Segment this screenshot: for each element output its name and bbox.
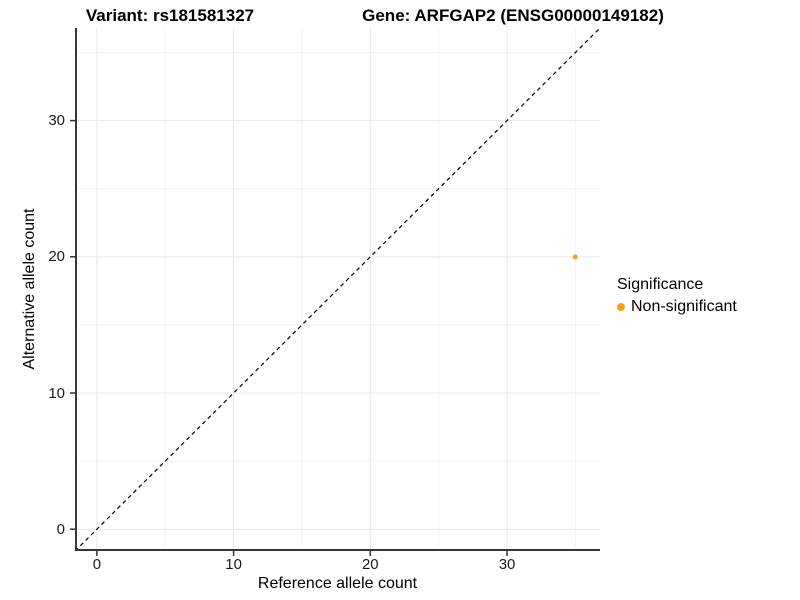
x-axis-title: Reference allele count [257, 575, 418, 592]
x-tick-label: 30 [498, 556, 516, 573]
legend-title: Significance [617, 276, 704, 293]
legend-item-non-significant: Non-significant [617, 297, 737, 316]
legend-item-label: Non-significant [631, 298, 737, 315]
identity-line [74, 28, 600, 552]
legend-key-dot-icon [617, 302, 625, 311]
y-tick-label: 10 [48, 384, 65, 402]
data-point [572, 254, 578, 260]
x-tick-label: 20 [361, 556, 379, 573]
plot-panel [70, 28, 600, 556]
x-tick-label: 0 [92, 556, 102, 573]
y-tick-label: 0 [56, 520, 65, 538]
plot-title-gene: Gene: ARFGAP2 (ENSG00000149182) [362, 6, 664, 25]
y-axis-title: Alternative allele count [21, 208, 38, 370]
y-tick-label: 20 [48, 248, 65, 266]
plot-title-variant: Variant: rs181581327 [85, 6, 255, 25]
y-tick-label: 30 [48, 112, 65, 130]
x-tick-label: 10 [225, 556, 242, 573]
legend: Significance Non-significant [617, 275, 737, 316]
